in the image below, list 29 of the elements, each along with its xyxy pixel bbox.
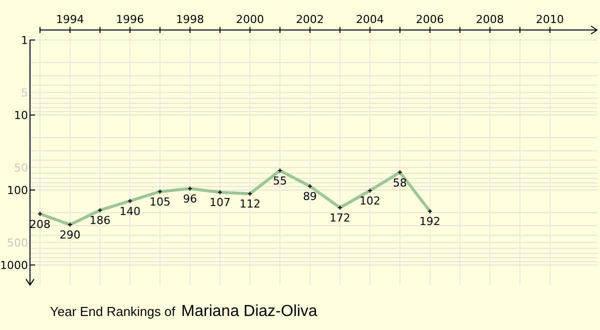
x-tick-label: 2006	[416, 13, 444, 26]
data-label: 105	[149, 196, 170, 209]
text: Year End Rankings of	[50, 304, 176, 319]
x-tick-label: 2010	[536, 13, 564, 26]
data-label: 55	[272, 174, 287, 188]
data-label: 112	[239, 198, 260, 211]
y-tick-label: 1	[21, 34, 28, 47]
data-label: 89	[302, 190, 317, 204]
data-label: 172	[329, 212, 350, 225]
data-label: 186	[89, 214, 110, 228]
data-label: 208	[30, 218, 50, 231]
data-label: 192	[419, 215, 440, 228]
x-tick-label: 2004	[356, 13, 384, 26]
x-tick-label: 1994	[56, 13, 84, 26]
x-tick-label: 1998	[176, 13, 204, 26]
data-label: 102	[359, 194, 380, 208]
data-label: 96	[182, 192, 197, 206]
data-label: 107	[209, 196, 230, 210]
data-label: 140	[119, 204, 140, 218]
x-tick-label: 2000	[236, 13, 264, 26]
data-label: 290	[59, 228, 80, 242]
y-tick-label: 100	[7, 184, 28, 197]
x-tick-label: 2002	[296, 13, 324, 26]
x-tick-label: 1996	[116, 13, 144, 26]
text: Mariana Diaz-Oliva	[181, 303, 318, 320]
data-label: 58	[392, 176, 407, 190]
y-tick-label: 10	[14, 109, 28, 122]
x-tick-label: 2008	[476, 13, 504, 26]
y-tick-label: 1000	[0, 259, 28, 272]
